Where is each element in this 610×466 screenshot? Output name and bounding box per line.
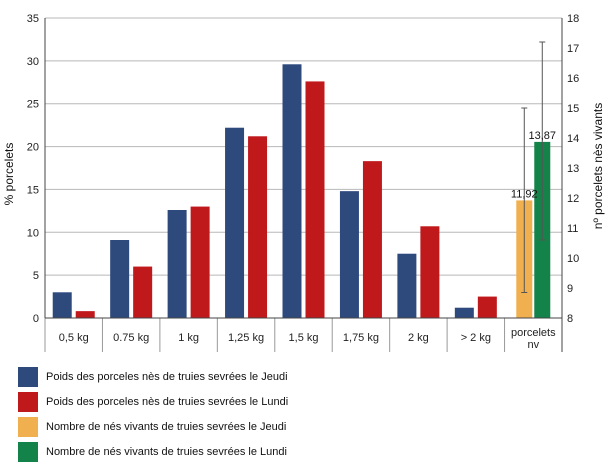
x-category-label: > 2 kg (461, 332, 491, 344)
bar (477, 296, 497, 318)
x-category-label: nv (527, 339, 539, 351)
y-tick-label-right: 14 (567, 133, 579, 145)
grid-lines (45, 17, 562, 319)
y-tick-label-left: 10 (27, 227, 39, 239)
legend-swatch (18, 442, 38, 462)
legend-swatch (18, 417, 38, 437)
x-category-label: 1,25 kg (228, 332, 264, 344)
y-tick-label-left: 5 (33, 270, 39, 282)
x-category-label: 0,5 kg (59, 332, 89, 344)
x-category-label: 2 kg (408, 332, 429, 344)
y-tick-label-right: 16 (567, 73, 579, 85)
y-tick-label-right: 10 (567, 253, 579, 265)
bar (397, 253, 417, 318)
bar (110, 240, 130, 318)
y-tick-label-right: 15 (567, 103, 579, 115)
legend: Poids des porceles nès de truies sevrées… (18, 366, 288, 466)
bar (225, 127, 245, 318)
category-labels: 0,5 kg 0.75 kg 1 kg 1,25 kg 1,5 kg 1,75 kg 2 k… (59, 130, 556, 351)
legend-label: Nombre de nés vivants de truies sevrées … (46, 446, 287, 458)
y-tick-label-right: 13 (567, 163, 579, 175)
y-tick-label-left: 20 (27, 142, 39, 154)
bar (167, 210, 187, 318)
y-tick-label-right: 9 (567, 283, 573, 295)
legend-label: Nombre de nés vivants de truies sevrées … (46, 421, 287, 433)
y-tick-label-right: 8 (567, 313, 573, 325)
legend-swatch (18, 367, 38, 387)
legend-item-jeudi-born-alive: Nombre de nés vivants de truies sevrées … (18, 416, 288, 438)
bar (75, 311, 95, 318)
data-label: 13,87 (529, 130, 557, 142)
bar (305, 81, 325, 318)
y-tick-label-right: 17 (567, 43, 579, 55)
bar (282, 64, 302, 319)
y-tick-label-left: 0 (33, 313, 39, 325)
error-bars (521, 41, 546, 293)
bars (52, 64, 551, 319)
x-category-label: 1,75 kg (343, 332, 379, 344)
bar (339, 191, 359, 318)
x-category-label: porcelets (511, 327, 556, 339)
y-tick-label-left: 25 (27, 99, 39, 111)
bar (454, 307, 474, 318)
legend-item-lundi-weight: Poids des porceles nès de truies sevrées… (18, 391, 288, 413)
axes (44, 18, 563, 352)
y-tick-label-left: 35 (27, 13, 39, 25)
x-category-label: 1,5 kg (289, 332, 319, 344)
y-tick-label-left: 30 (27, 56, 39, 68)
bar (420, 226, 440, 318)
y-tick-label-left: 15 (27, 184, 39, 196)
tick-labels: 0 5 10 15 20 25 30 35 8 9 10 11 12 13 14 15 16 17 18 (27, 13, 580, 325)
y-tick-label-right: 11 (567, 223, 578, 235)
legend-item-lundi-born-alive: Nombre de nés vivants de truies sevrées … (18, 441, 288, 463)
chart: 0 5 10 15 20 25 30 35 8 9 10 11 12 13 14 15 16 17 18 0,5 k… (2, 13, 605, 352)
bar (248, 136, 268, 318)
y-axis-right-title: nº porcelets nès vivants (591, 103, 605, 229)
y-axis-left-title: % porcelets (2, 143, 16, 206)
bar (133, 266, 153, 318)
x-category-label: 1 kg (178, 332, 199, 344)
legend-label: Poids des porceles nès de truies sevrées… (46, 396, 289, 408)
bar (362, 161, 382, 318)
legend-swatch (18, 392, 38, 412)
bar (190, 206, 210, 318)
data-label: 11,92 (511, 188, 538, 200)
legend-item-jeudi-weight: Poids des porceles nès de truies sevrées… (18, 366, 288, 388)
y-tick-label-right: 12 (567, 193, 579, 205)
x-category-label: 0.75 kg (113, 332, 149, 344)
bar (52, 292, 72, 318)
legend-label: Poids des porceles nès de truies sevrées… (46, 371, 288, 383)
y-tick-label-right: 18 (567, 13, 579, 25)
